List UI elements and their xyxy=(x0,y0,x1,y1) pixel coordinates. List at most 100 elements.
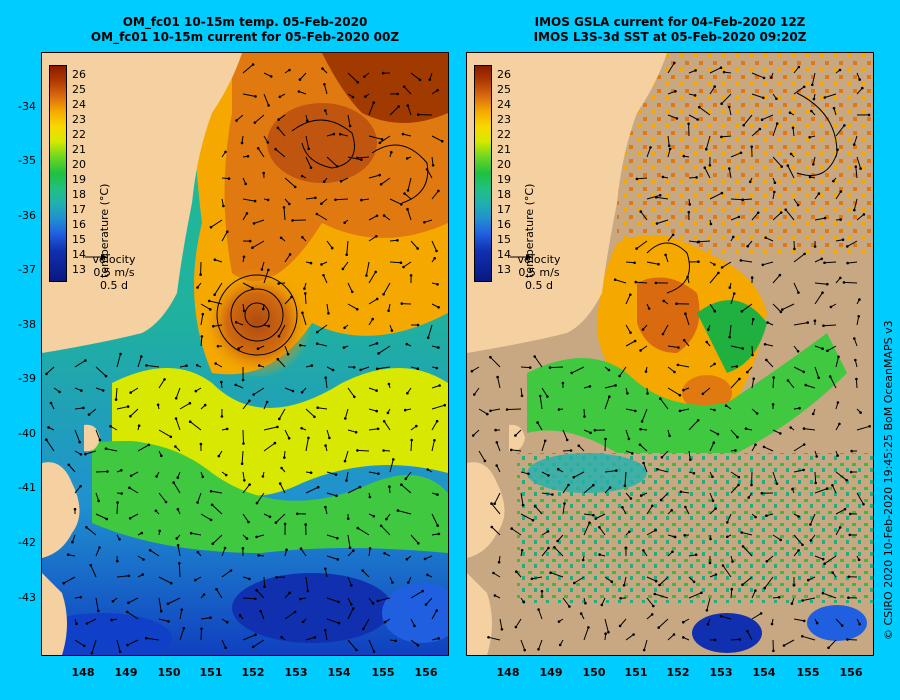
current-arrow-icon xyxy=(368,271,377,284)
current-arrowhead-icon xyxy=(116,501,119,504)
current-arrow-icon xyxy=(520,366,531,369)
current-arrowhead-icon xyxy=(727,105,731,109)
current-arrowhead-icon xyxy=(831,571,834,574)
current-arrowhead-icon xyxy=(378,173,382,177)
current-arrowhead-icon xyxy=(106,470,109,473)
current-arrowhead-icon xyxy=(111,600,115,603)
current-arrowhead-icon xyxy=(194,578,197,582)
current-arrow-icon xyxy=(401,484,412,494)
current-arrow-icon xyxy=(200,336,203,347)
current-arrowhead-icon xyxy=(797,291,800,294)
current-arrowhead-icon xyxy=(567,483,570,487)
current-arrowhead-icon xyxy=(260,268,264,271)
current-arrowhead-icon xyxy=(557,620,561,623)
current-arrowhead-icon xyxy=(796,350,800,353)
current-arrowhead-icon xyxy=(659,498,663,502)
colorbar-label: 14 xyxy=(72,248,86,261)
current-arrowhead-icon xyxy=(847,596,850,599)
current-arrowhead-icon xyxy=(728,167,731,170)
current-arrow-icon xyxy=(619,366,627,377)
current-arrow-icon xyxy=(497,376,501,389)
current-arrowhead-icon xyxy=(213,258,217,261)
current-arrowhead-icon xyxy=(339,180,343,183)
current-arrowhead-icon xyxy=(280,466,283,470)
current-arrow-icon xyxy=(550,366,564,369)
current-arrowhead-icon xyxy=(661,175,665,179)
current-arrowhead-icon xyxy=(836,454,839,457)
current-arrowhead-icon xyxy=(240,141,244,145)
current-arrowhead-icon xyxy=(822,324,825,328)
current-arrowhead-icon xyxy=(128,486,131,490)
current-arrowhead-icon xyxy=(285,548,288,552)
current-arrowhead-icon xyxy=(89,564,93,567)
current-arrowhead-icon xyxy=(275,576,278,579)
current-arrowhead-icon xyxy=(309,166,313,169)
current-arrowhead-icon xyxy=(381,71,385,75)
current-arrowhead-icon xyxy=(203,403,207,407)
current-arrowhead-icon xyxy=(483,459,487,463)
current-arrowhead-icon xyxy=(274,147,277,151)
current-arrowhead-icon xyxy=(386,411,390,415)
current-arrowhead-icon xyxy=(797,515,800,518)
current-arrowhead-icon xyxy=(664,253,667,257)
current-arrow-icon xyxy=(221,547,226,557)
current-arrowhead-icon xyxy=(176,508,180,511)
current-arrowhead-icon xyxy=(537,648,540,651)
current-arrow-icon xyxy=(704,167,711,179)
current-arrowhead-icon xyxy=(792,584,796,587)
current-arrowhead-icon xyxy=(589,431,592,435)
current-arrow-icon xyxy=(212,534,223,545)
current-arrow-icon xyxy=(357,449,370,452)
current-arrowhead-icon xyxy=(713,309,717,313)
current-arrow-icon xyxy=(662,324,669,335)
current-arrowhead-icon xyxy=(728,335,731,339)
current-arrowhead-icon xyxy=(832,106,836,110)
current-arrow-icon xyxy=(751,378,755,389)
current-arrow-icon xyxy=(751,93,764,99)
current-arrow-icon xyxy=(646,597,654,607)
current-arrowhead-icon xyxy=(762,445,766,449)
current-arrowhead-icon xyxy=(692,472,696,475)
current-arrow-icon xyxy=(751,612,762,620)
current-arrow-icon xyxy=(344,408,349,419)
current-arrow-icon xyxy=(659,576,669,586)
current-arrowhead-icon xyxy=(258,364,261,367)
current-arrowhead-icon xyxy=(87,413,91,416)
current-arrowhead-icon xyxy=(350,584,353,587)
current-arrowhead-icon xyxy=(437,637,441,640)
current-arrowhead-icon xyxy=(182,626,186,630)
current-arrowhead-icon xyxy=(707,328,710,331)
current-arrowhead-icon xyxy=(705,609,709,612)
current-arrowhead-icon xyxy=(348,546,352,549)
current-arrowhead-icon xyxy=(700,591,703,595)
current-arrowhead-icon xyxy=(278,95,282,99)
left-title-line2: OM_fc01 10-15m current for 05-Feb-2020 0… xyxy=(90,30,400,44)
current-arrowhead-icon xyxy=(497,560,501,564)
current-arrowhead-icon xyxy=(633,261,636,265)
current-arrowhead-icon xyxy=(301,620,305,624)
current-arrowhead-icon xyxy=(654,281,658,285)
current-arrowhead-icon xyxy=(160,454,163,458)
current-arrowhead-icon xyxy=(855,377,858,381)
current-arrowhead-icon xyxy=(705,340,708,344)
current-arrow-icon xyxy=(646,194,661,200)
current-arrowhead-icon xyxy=(701,392,705,396)
current-arrowhead-icon xyxy=(682,388,685,392)
current-arrowhead-icon xyxy=(773,190,776,194)
colorbar-label: 17 xyxy=(72,203,86,216)
current-arrowhead-icon xyxy=(355,648,358,652)
x-tick-label: 148 xyxy=(496,666,520,679)
x-tick-label: 156 xyxy=(414,666,438,679)
current-arrow-icon xyxy=(210,219,223,228)
current-arrow-icon xyxy=(855,378,858,389)
current-arrowhead-icon xyxy=(779,211,783,214)
current-arrow-icon xyxy=(389,198,402,205)
current-arrowhead-icon xyxy=(490,525,494,529)
current-arrow-icon xyxy=(189,421,202,431)
current-arrowhead-icon xyxy=(633,339,637,343)
current-arrowhead-icon xyxy=(514,434,517,437)
current-arrowhead-icon xyxy=(496,375,499,379)
current-arrowhead-icon xyxy=(322,274,325,277)
current-arrowhead-icon xyxy=(337,600,340,604)
current-arrowhead-icon xyxy=(406,189,410,192)
